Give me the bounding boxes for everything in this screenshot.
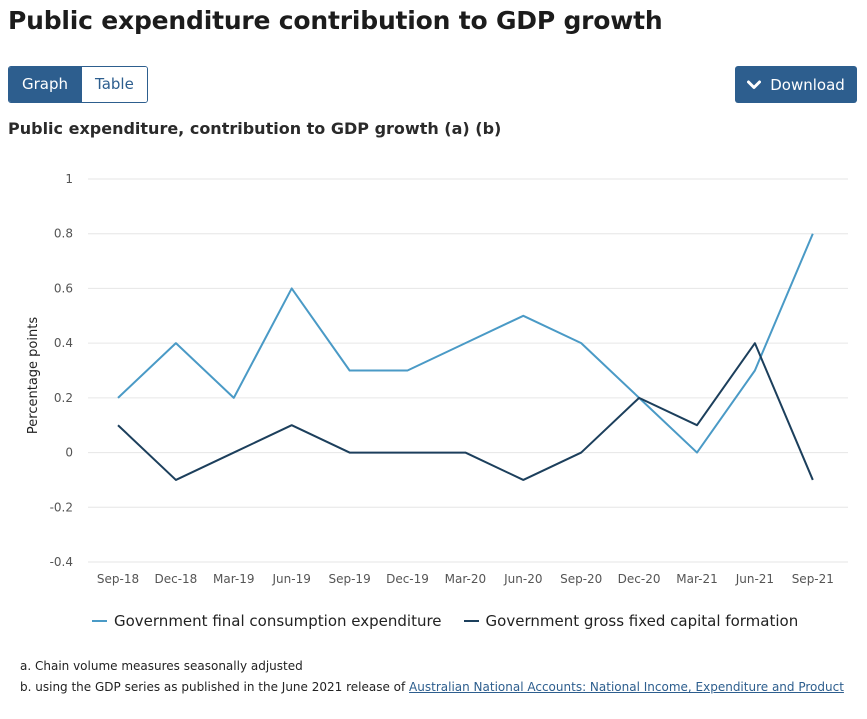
y-tick-label: 0.4 bbox=[54, 336, 73, 350]
page-title: Public expenditure contribution to GDP g… bbox=[8, 6, 663, 35]
legend-item-consumption[interactable]: Government final consumption expenditure bbox=[92, 612, 442, 630]
download-label: Download bbox=[770, 75, 845, 94]
legend-swatch-capital bbox=[463, 620, 479, 622]
legend: Government final consumption expenditure… bbox=[92, 612, 820, 630]
footnote-b: b. using the GDP series as published in … bbox=[20, 677, 844, 698]
line-chart: 1 0.8 0.6 0.4 0.2 0 -0.2 -0.4 Sep-18 Dec-18 Mar-1… bbox=[26, 172, 848, 586]
chart-title: Public expenditure, contribution to GDP … bbox=[8, 119, 502, 138]
y-axis-title: Percentage points bbox=[26, 317, 41, 434]
x-tick-label: Mar-19 bbox=[213, 572, 254, 586]
x-tick-label: Jun-19 bbox=[272, 572, 311, 586]
x-tick-label: Mar-21 bbox=[676, 572, 717, 586]
y-tick-label: 0 bbox=[65, 446, 73, 460]
y-tick-label: -0.4 bbox=[50, 555, 73, 569]
x-tick-label: Sep-21 bbox=[792, 572, 834, 586]
chevron-down-icon bbox=[747, 80, 762, 89]
legend-item-capital[interactable]: Government gross fixed capital formation bbox=[463, 612, 799, 630]
y-tick-label: 0.6 bbox=[54, 281, 73, 295]
y-tick-label: -0.2 bbox=[50, 500, 73, 514]
x-tick-label: Dec-18 bbox=[154, 572, 197, 586]
x-tick-label: Sep-20 bbox=[560, 572, 602, 586]
y-tick-label: 1 bbox=[65, 172, 73, 186]
y-tick-label: 0.2 bbox=[54, 391, 73, 405]
footnote-a: a. Chain volume measures seasonally adju… bbox=[20, 659, 303, 673]
grid-lines bbox=[88, 178, 848, 563]
x-tick-label: Sep-19 bbox=[328, 572, 370, 586]
x-tick-label: Dec-20 bbox=[618, 572, 661, 586]
y-axis-ticks: 1 0.8 0.6 0.4 0.2 0 -0.2 -0.4 bbox=[50, 172, 73, 569]
footnotes: a. Chain volume measures seasonally adju… bbox=[20, 656, 844, 698]
graph-tab-button[interactable]: Graph bbox=[9, 67, 82, 102]
series-line-2[interactable] bbox=[117, 342, 814, 481]
download-button[interactable]: Download bbox=[735, 66, 857, 103]
series-lines bbox=[117, 233, 814, 481]
legend-swatch-consumption bbox=[92, 620, 107, 622]
view-toggle: Graph Table bbox=[8, 66, 148, 103]
national-accounts-link[interactable]: Australian National Accounts: National I… bbox=[409, 680, 844, 694]
x-tick-label: Mar-20 bbox=[445, 572, 486, 586]
footnote-b-text: b. using the GDP series as published in … bbox=[20, 680, 410, 694]
table-tab-button[interactable]: Table bbox=[81, 67, 147, 102]
legend-label-capital: Government gross fixed capital formation bbox=[485, 612, 799, 630]
x-tick-label: Dec-19 bbox=[386, 572, 429, 586]
x-tick-label: Sep-18 bbox=[97, 572, 139, 586]
x-axis-ticks: Sep-18 Dec-18 Mar-19 Jun-19 Sep-19 Dec-19 Mar-… bbox=[97, 572, 834, 586]
x-tick-label: Jun-20 bbox=[503, 572, 542, 586]
y-tick-label: 0.8 bbox=[54, 227, 73, 241]
legend-label-consumption: Government final consumption expenditure bbox=[114, 612, 442, 630]
series-line-1[interactable] bbox=[117, 233, 814, 454]
x-tick-label: Jun-21 bbox=[735, 572, 774, 586]
